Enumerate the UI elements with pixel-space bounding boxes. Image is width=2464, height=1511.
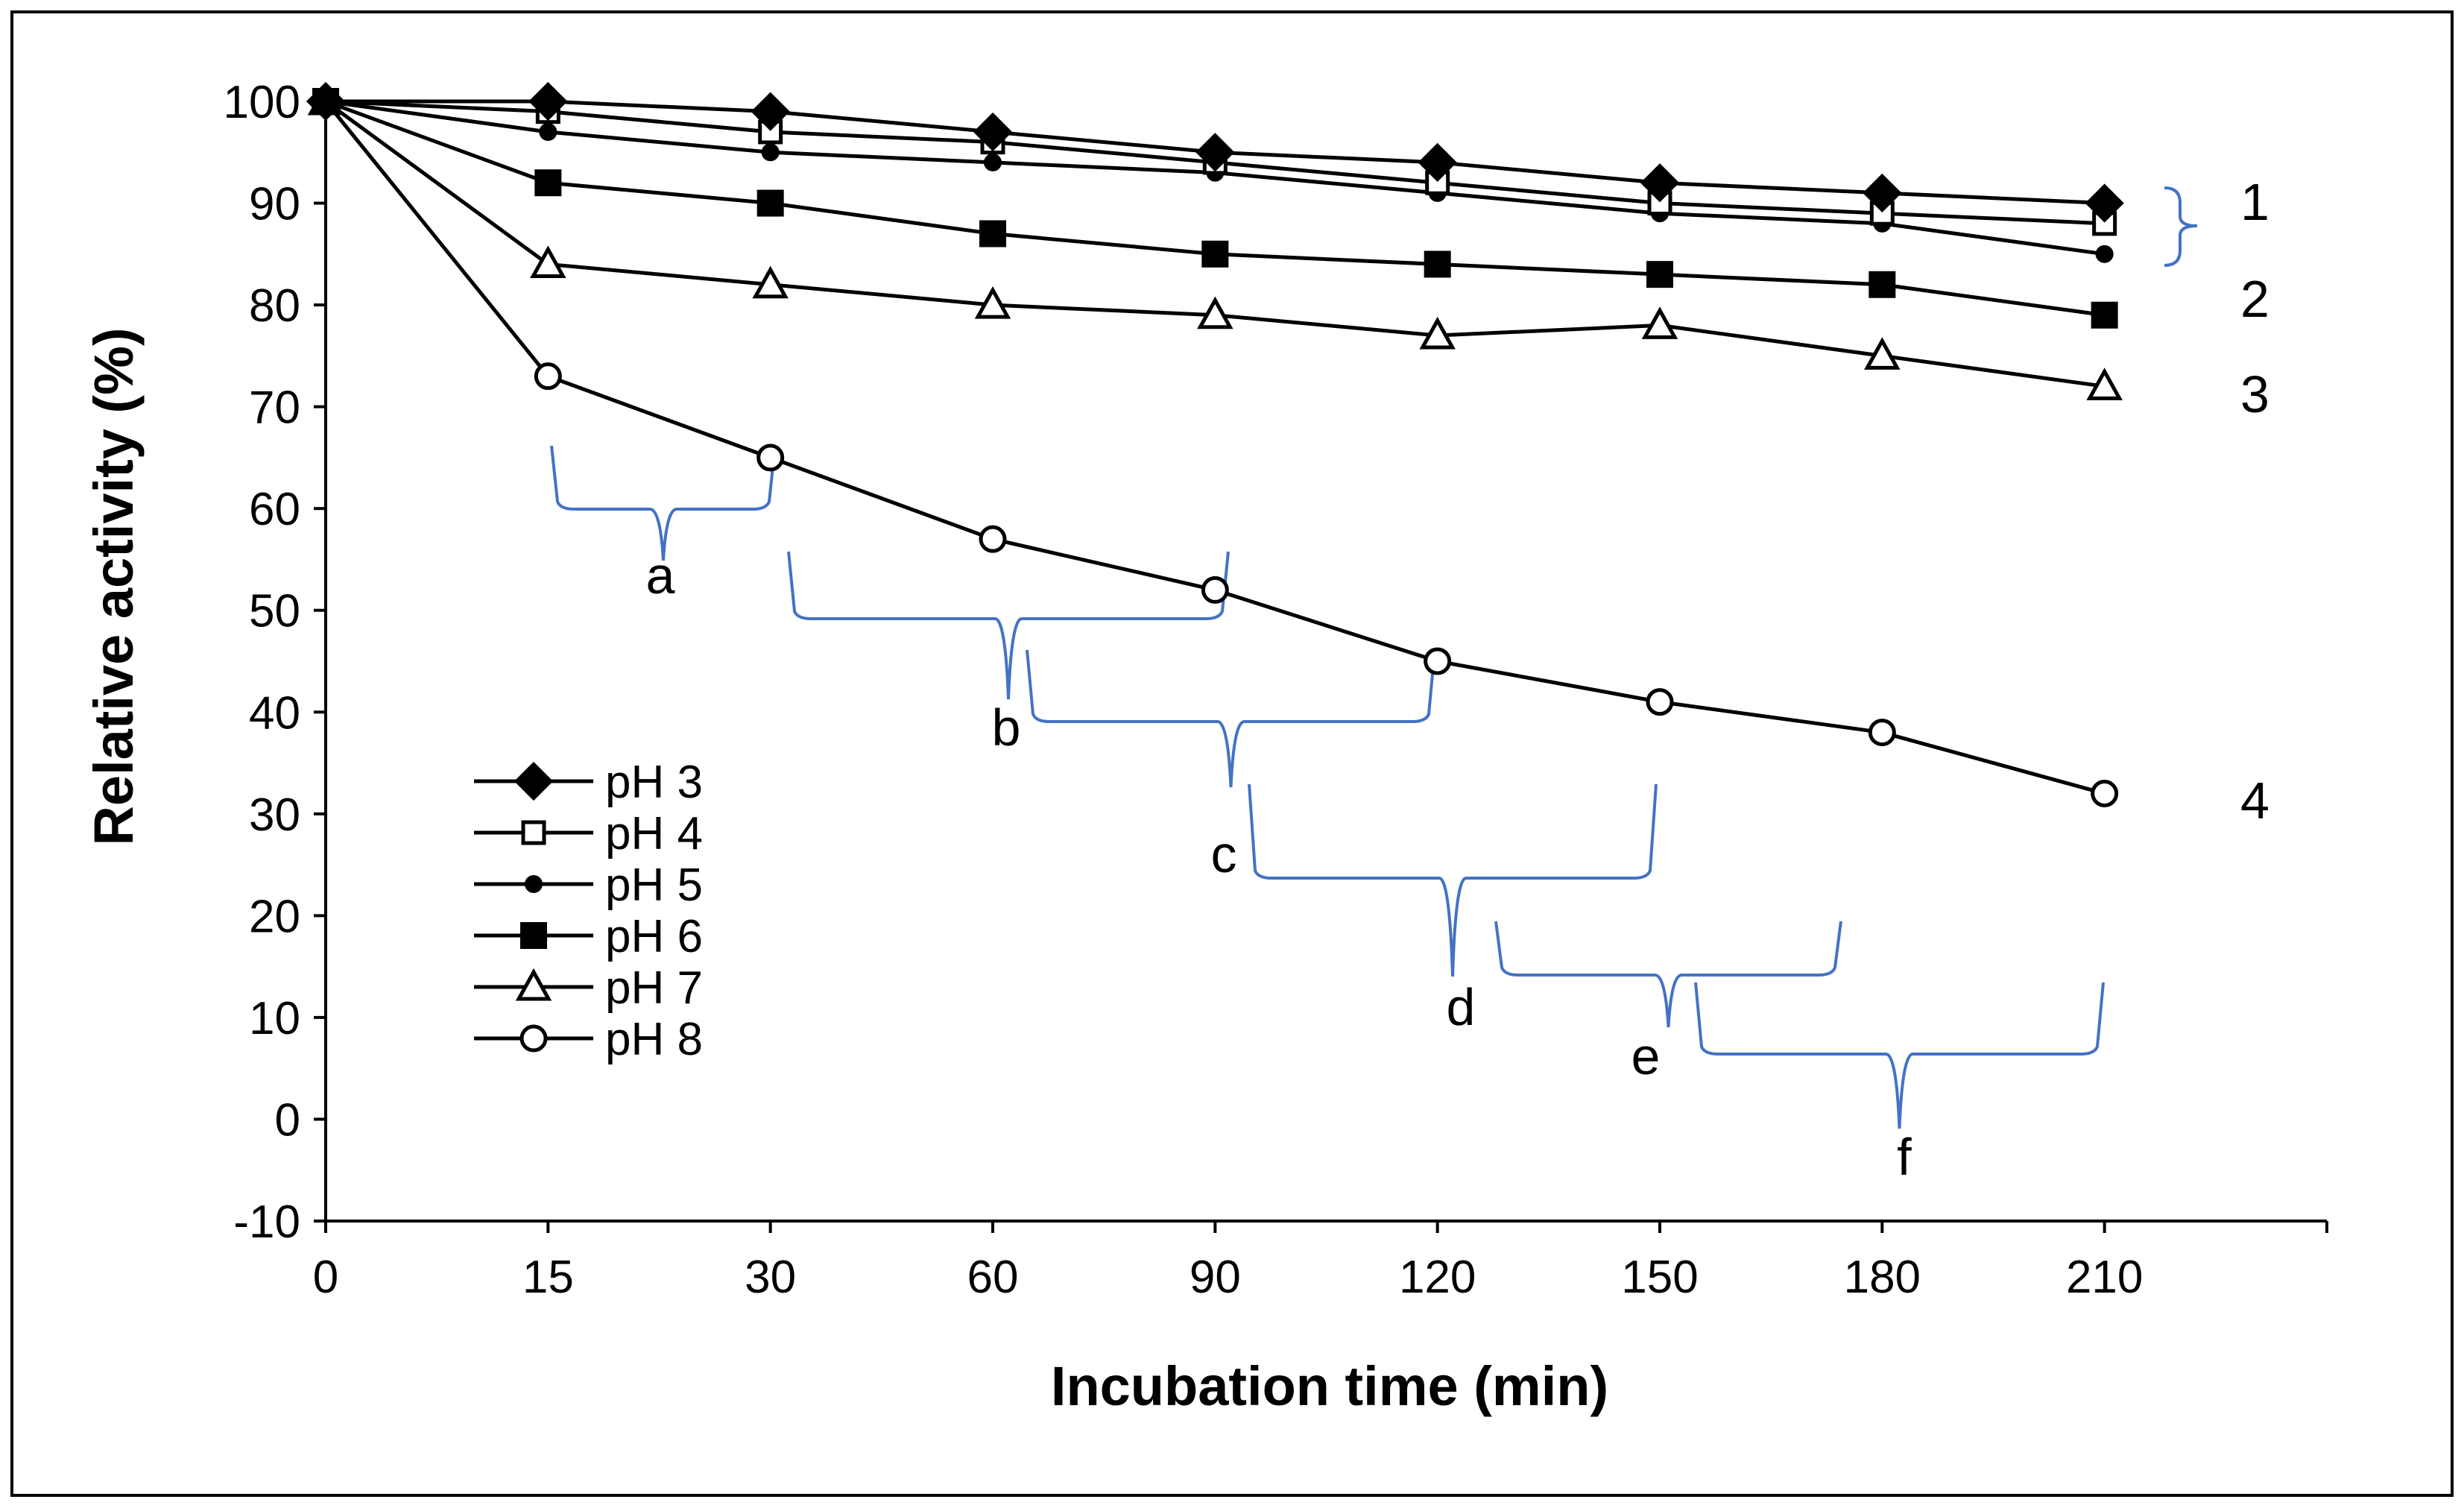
x-tick-label: 180	[1844, 1252, 1921, 1303]
y-tick-label: 70	[249, 382, 300, 434]
y-tick-label: 50	[249, 586, 300, 637]
bracket-label-b: b	[992, 698, 1021, 757]
data-point-ph-6	[2091, 301, 2118, 329]
data-point-ph-3	[1418, 142, 1457, 183]
data-point-ph-3	[1195, 133, 1235, 172]
data-point-ph-7	[1641, 306, 1678, 339]
bracket-label-e: e	[1631, 1027, 1661, 1085]
data-point-ph-7	[1419, 316, 1456, 350]
significance-bracket-b	[787, 551, 1230, 700]
legend-label-ph-3: pH 3	[605, 757, 703, 808]
data-point-ph-5	[761, 143, 780, 162]
x-tick-label: 150	[1621, 1252, 1698, 1303]
group-label: 4	[2240, 772, 2269, 830]
x-tick-label: 15	[522, 1252, 574, 1303]
data-point-ph-3	[528, 81, 568, 122]
data-point-ph-6	[979, 220, 1006, 247]
data-point-ph-8	[2091, 780, 2119, 808]
y-tick-label: 90	[249, 179, 300, 230]
data-point-ph-6	[1868, 271, 1896, 298]
data-point-ph-3	[751, 92, 790, 131]
bracket-label-f: f	[1897, 1128, 1912, 1186]
x-tick-label: 0	[313, 1252, 338, 1303]
data-point-ph-7	[530, 245, 566, 278]
legend-label-ph-6: pH 6	[605, 911, 703, 962]
significance-bracket-a	[550, 445, 777, 561]
x-axis-title: Incubation time (min)	[1051, 1355, 1608, 1417]
data-point-ph-6	[1424, 250, 1451, 278]
x-tick-label: 210	[2066, 1252, 2143, 1303]
data-point-ph-7	[2086, 368, 2123, 400]
bracket-label-a: a	[646, 546, 675, 605]
legend-marker-ph-4	[521, 820, 546, 845]
legend-marker-ph-5	[525, 875, 543, 893]
significance-bracket-e	[1494, 921, 1842, 1028]
data-point-ph-3	[2085, 183, 2124, 223]
data-point-ph-3	[1863, 173, 1902, 213]
data-point-ph-3	[306, 81, 346, 122]
chart-labels: Incubation time (min) Relative activity …	[83, 173, 2269, 1417]
y-tick-label: 30	[249, 789, 300, 841]
data-point-ph-6	[756, 189, 784, 217]
data-point-ph-6	[1646, 261, 1673, 288]
significance-bracket-c	[1026, 649, 1436, 788]
data-point-ph-3	[1640, 163, 1680, 203]
data-point-ph-7	[1197, 296, 1233, 329]
legend-label-ph-4: pH 4	[605, 808, 703, 859]
x-tick-label: 90	[1190, 1252, 1241, 1303]
data-point-ph-8	[756, 444, 785, 472]
group-label: 2	[2240, 270, 2269, 328]
data-point-ph-7	[752, 265, 789, 299]
y-tick-label: 100	[224, 77, 300, 128]
x-tick-label: 30	[745, 1252, 796, 1303]
y-tick-label: 40	[249, 687, 300, 739]
significance-brackets: a b c d e f	[550, 186, 2198, 1186]
legend-marker-ph-6	[520, 922, 547, 949]
group-label: 1	[2240, 173, 2269, 231]
data-point-ph-5	[2095, 245, 2114, 263]
y-tick-label: 80	[249, 280, 300, 332]
x-tick-label: 60	[967, 1252, 1019, 1303]
data-point-ph-8	[1868, 719, 1896, 747]
legend-marker-ph-8	[519, 1024, 548, 1053]
bracket-label-c: c	[1211, 825, 1237, 883]
y-tick-label: 60	[249, 484, 300, 535]
data-point-ph-3	[973, 112, 1013, 152]
data-point-ph-6	[1201, 240, 1229, 268]
bracket-label-d: d	[1447, 978, 1476, 1036]
significance-bracket-f	[1694, 982, 2105, 1129]
data-point-ph-8	[1201, 575, 1229, 604]
data-point-ph-8	[534, 362, 562, 391]
data-point-ph-7	[1864, 337, 1901, 370]
data-point-ph-4	[1425, 170, 1450, 195]
legend-label-ph-5: pH 5	[605, 859, 703, 911]
y-tick-label: 20	[249, 891, 300, 942]
data-point-ph-5	[984, 153, 1002, 171]
group-label: 3	[2240, 365, 2269, 423]
y-tick-label: 0	[275, 1094, 300, 1146]
legend: pH 3pH 4pH 5pH 6pH 7pH 8	[474, 757, 703, 1065]
legend-marker-ph-3	[514, 761, 554, 801]
data-point-ph-4	[2092, 211, 2117, 236]
data-point-ph-8	[1424, 647, 1452, 675]
significance-bracket-d	[1248, 783, 1658, 977]
x-tick-label: 120	[1399, 1252, 1476, 1303]
axes: -10 0 10 20 30 40 50 60 70 80 90 100 0 15 30 60 90 120 150…	[224, 77, 2328, 1303]
legend-label-ph-8: pH 8	[605, 1014, 703, 1065]
y-tick-label: 10	[249, 993, 300, 1044]
data-point-ph-8	[979, 525, 1007, 553]
series-markers	[306, 81, 2124, 808]
y-tick-label: -10	[233, 1196, 300, 1248]
y-axis-title: Relative activity (%)	[83, 327, 145, 845]
data-point-ph-8	[1646, 688, 1674, 716]
data-point-ph-5	[539, 122, 557, 141]
legend-label-ph-7: pH 7	[605, 962, 703, 1014]
group-bracket	[2164, 186, 2198, 267]
data-point-ph-4	[1869, 201, 1895, 226]
data-point-ph-6	[534, 169, 562, 197]
data-point-ph-7	[974, 286, 1011, 319]
legend-marker-ph-7	[515, 968, 552, 1001]
